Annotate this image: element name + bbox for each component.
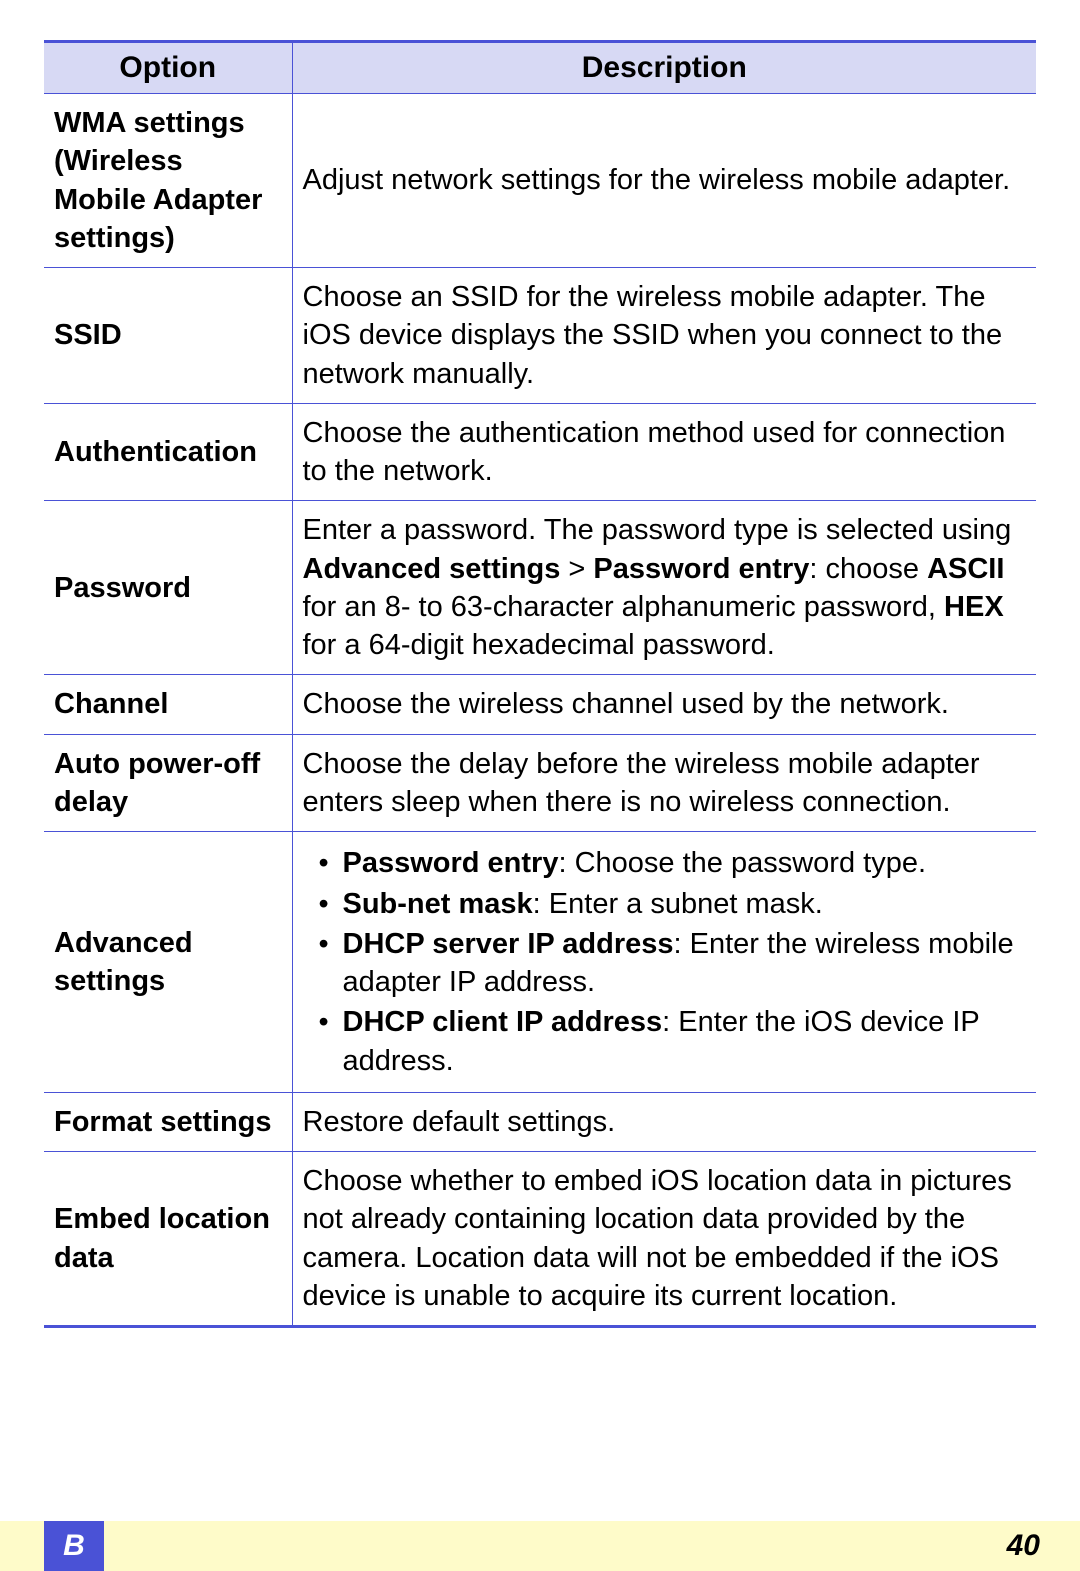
option-wma-settings: WMA settings (Wireless Mobile Adapter se… [44,94,292,268]
table-row: Authentication Choose the authentication… [44,403,1036,501]
table-row: Format settings Restore default settings… [44,1092,1036,1151]
options-table: Option Description WMA settings (Wireles… [44,40,1036,1328]
bold-subnet-mask: Sub-net mask [343,888,533,920]
desc-wma-settings: Adjust network settings for the wireless… [292,94,1036,268]
bold-dhcp-server-ip: DHCP server IP address [343,928,674,960]
table-row: Channel Choose the wireless channel used… [44,675,1036,734]
table-row: Advanced settings Password entry: Choose… [44,832,1036,1093]
option-format-settings: Format settings [44,1092,292,1151]
bold-advanced-settings: Advanced settings [303,553,561,585]
list-item: Password entry: Choose the password type… [325,844,1027,882]
option-auto-power-off-delay: Auto power-off delay [44,734,292,832]
table-row: Password Enter a password. The password … [44,501,1036,675]
table-header-row: Option Description [44,42,1036,94]
table-row: Embed location data Choose whether to em… [44,1152,1036,1327]
bold-dhcp-client-ip: DHCP client IP address [343,1006,663,1038]
desc-authentication: Choose the authentication method used fo… [292,403,1036,501]
section-tab: B [44,1521,104,1571]
text: for an 8- to 63-character alphanumeric p… [303,591,945,623]
list-item: DHCP client IP address: Enter the iOS de… [325,1003,1027,1080]
option-embed-location-data: Embed location data [44,1152,292,1327]
text: : Enter a subnet mask. [533,888,823,920]
bold-ascii: ASCII [927,553,1004,585]
table-row: SSID Choose an SSID for the wireless mob… [44,268,1036,404]
text: for a 64-digit hexadecimal password. [303,629,775,661]
bold-hex: HEX [944,591,1004,623]
desc-ssid: Choose an SSID for the wireless mobile a… [292,268,1036,404]
text: > [560,553,593,585]
desc-channel: Choose the wireless channel used by the … [292,675,1036,734]
option-password: Password [44,501,292,675]
bold-password-entry: Password entry [343,847,559,879]
list-item: DHCP server IP address: Enter the wirele… [325,925,1027,1002]
option-advanced-settings: Advanced settings [44,832,292,1093]
option-ssid: SSID [44,268,292,404]
desc-embed-location-data: Choose whether to embed iOS location dat… [292,1152,1036,1327]
page-content: Option Description WMA settings (Wireles… [0,0,1080,1328]
page-footer: B 40 [0,1521,1080,1571]
desc-password: Enter a password. The password type is s… [292,501,1036,675]
text: : choose [809,553,927,585]
table-row: WMA settings (Wireless Mobile Adapter se… [44,94,1036,268]
text: Enter a password. The password type is s… [303,514,1012,546]
text: : Choose the password type. [558,847,926,879]
desc-format-settings: Restore default settings. [292,1092,1036,1151]
header-description: Description [292,42,1036,94]
list-item: Sub-net mask: Enter a subnet mask. [325,885,1027,923]
option-channel: Channel [44,675,292,734]
option-authentication: Authentication [44,403,292,501]
table-row: Auto power-off delay Choose the delay be… [44,734,1036,832]
bold-password-entry: Password entry [593,553,809,585]
desc-auto-power-off-delay: Choose the delay before the wireless mob… [292,734,1036,832]
desc-advanced-settings: Password entry: Choose the password type… [292,832,1036,1093]
page-number: 40 [1007,1529,1040,1563]
header-option: Option [44,42,292,94]
advanced-settings-list: Password entry: Choose the password type… [303,844,1027,1080]
